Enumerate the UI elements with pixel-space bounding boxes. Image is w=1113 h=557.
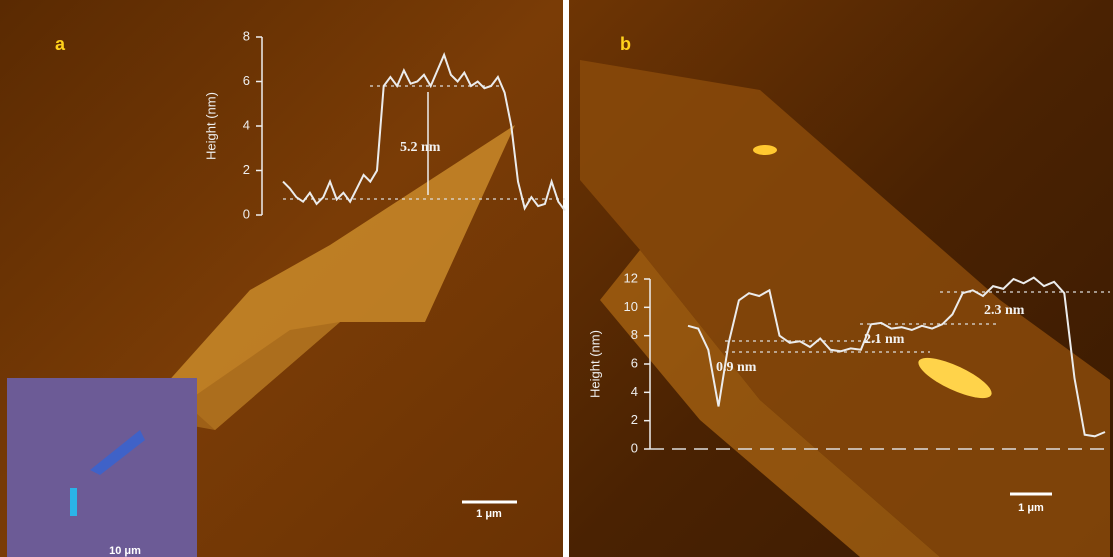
scale-bar-label: 1 μm (1018, 502, 1044, 514)
y-axis-label: Height (nm) (587, 330, 602, 398)
inset-scale-bar-label: 10 μm (109, 545, 141, 557)
annotation: 2.1 nm (864, 332, 905, 347)
annotation: 5.2 nm (400, 140, 441, 155)
y-tick-label: 6 (243, 73, 250, 88)
annotation: 2.3 nm (984, 303, 1025, 318)
panel-label: a (55, 34, 66, 54)
y-tick-label: 2 (631, 412, 638, 427)
y-axis-label: Height (nm) (203, 92, 218, 160)
y-tick-label: 0 (631, 440, 638, 455)
y-tick-label: 4 (243, 117, 250, 132)
scale-bar-label: 1 μm (476, 508, 502, 520)
y-tick-label: 12 (624, 270, 638, 285)
y-tick-label: 8 (631, 327, 638, 342)
y-tick-label: 10 (624, 299, 638, 314)
y-tick-label: 2 (243, 162, 250, 177)
y-tick-label: 6 (631, 355, 638, 370)
y-tick-label: 8 (243, 28, 250, 43)
figure: a 0 2 4 6 8 Height (nm) 5.2 nm 1 μm 10 μm b 0 2 4 6 8 10… (0, 0, 1113, 557)
panel-label: b (620, 34, 631, 54)
y-tick-label: 0 (243, 206, 250, 221)
y-tick-label: 4 (631, 384, 638, 399)
annotation: 0.9 nm (716, 360, 757, 375)
